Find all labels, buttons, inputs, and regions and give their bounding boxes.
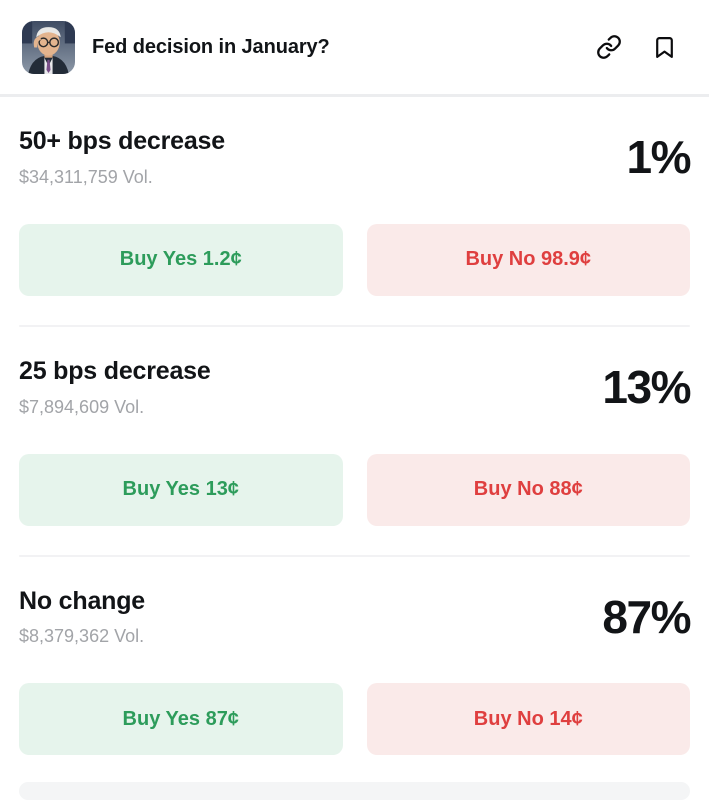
trade-buttons: Buy Yes 87¢ Buy No 14¢ — [19, 683, 690, 756]
buy-no-button[interactable]: Buy No 14¢ — [366, 683, 690, 756]
copy-link-button[interactable] — [596, 34, 622, 60]
outcome-info: No change $8,379,362 Vol. — [19, 587, 145, 648]
trade-buttons: Buy Yes 1.2¢ Buy No 98.9¢ — [19, 223, 690, 296]
bookmark-button[interactable] — [652, 35, 677, 60]
link-icon — [597, 35, 621, 59]
outcome-chance: 87% — [602, 590, 691, 643]
buy-no-button[interactable]: Buy No 98.9¢ — [366, 223, 690, 296]
row-divider — [19, 324, 690, 327]
trade-buttons: Buy Yes 13¢ Buy No 88¢ — [19, 453, 690, 526]
outcome-info: 25 bps decrease $7,894,609 Vol. — [19, 357, 211, 418]
buy-yes-button[interactable]: Buy Yes 13¢ — [19, 453, 343, 526]
buy-no-button[interactable]: Buy No 88¢ — [366, 453, 690, 526]
outcome-summary: No change $8,379,362 Vol. 87% — [19, 557, 691, 648]
outcome-info: 50+ bps decrease $34,311,759 Vol. — [19, 127, 225, 188]
outcome-chance: 1% — [626, 131, 692, 184]
buy-yes-button[interactable]: Buy Yes 87¢ — [19, 683, 343, 756]
market-title: Fed decision in January? — [92, 35, 330, 58]
market-avatar — [22, 20, 75, 74]
next-element-peek — [19, 782, 690, 800]
bookmark-icon — [656, 36, 673, 58]
outcome-summary: 25 bps decrease $7,894,609 Vol. 13% — [19, 327, 691, 418]
outcome-row: 50+ bps decrease $34,311,759 Vol. 1% Buy… — [0, 97, 709, 327]
outcome-chance: 13% — [602, 361, 691, 414]
header-actions — [596, 34, 677, 60]
fed-chair-portrait-icon — [22, 20, 75, 74]
outcome-summary: 50+ bps decrease $34,311,759 Vol. 1% — [19, 97, 692, 188]
outcome-name: 25 bps decrease — [19, 356, 211, 385]
outcome-name: 50+ bps decrease — [19, 127, 225, 155]
outcomes-list: 50+ bps decrease $34,311,759 Vol. 1% Buy… — [0, 97, 709, 756]
outcome-volume: $8,379,362 Vol. — [19, 626, 145, 647]
outcome-volume: $34,311,759 Vol. — [19, 166, 153, 187]
outcome-row: No change $8,379,362 Vol. 87% Buy Yes 87… — [0, 557, 709, 756]
market-header: Fed decision in January? — [0, 0, 709, 97]
outcome-name: No change — [19, 586, 145, 615]
row-divider — [19, 554, 690, 557]
buy-yes-button[interactable]: Buy Yes 1.2¢ — [19, 223, 343, 296]
outcome-row: 25 bps decrease $7,894,609 Vol. 13% Buy … — [0, 327, 709, 557]
outcome-volume: $7,894,609 Vol. — [19, 396, 145, 417]
